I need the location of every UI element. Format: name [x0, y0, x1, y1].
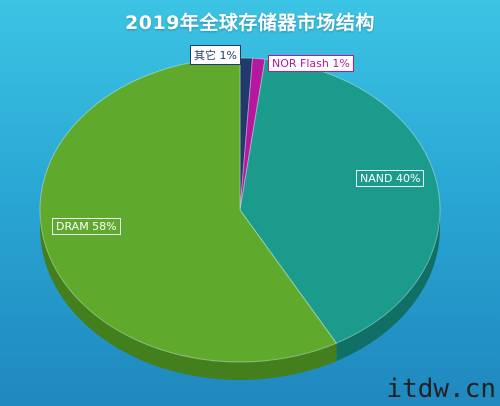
watermark: itdw.cn: [386, 374, 496, 404]
slice-nand: [239, 58, 441, 344]
slice-label-nand: NAND 40%: [356, 170, 425, 187]
slice-side-3: [40, 210, 337, 380]
slice-label-dram: DRAM 58%: [52, 218, 121, 235]
slice-dram: [39, 57, 338, 363]
slice-nor-flash: [239, 57, 266, 211]
chart-title: 2019年全球存储器市场结构: [125, 12, 375, 34]
pie-slices: [39, 57, 441, 363]
slice-side-2: [336, 210, 440, 362]
slice-label-nor-flash: NOR Flash 1%: [268, 55, 354, 72]
slice-label-other: 其它 1%: [190, 45, 241, 65]
pie-depth: [40, 210, 440, 380]
